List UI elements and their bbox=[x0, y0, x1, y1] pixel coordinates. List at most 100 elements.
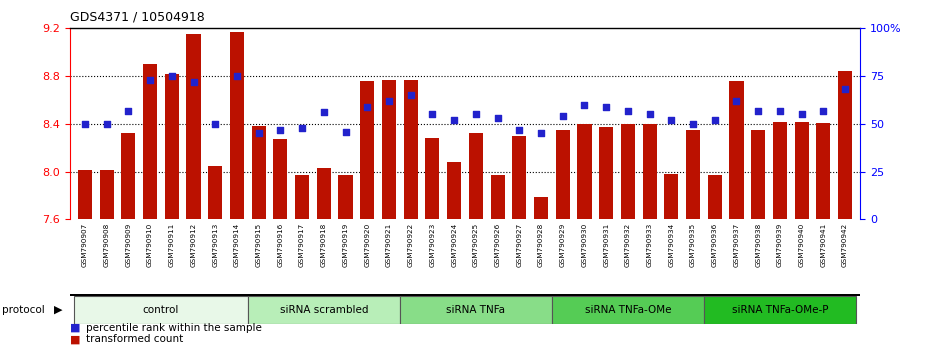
Text: GSM790928: GSM790928 bbox=[538, 223, 544, 268]
Bar bbox=[729, 81, 743, 219]
Text: siRNA scrambled: siRNA scrambled bbox=[280, 305, 368, 315]
Point bbox=[142, 77, 157, 83]
Bar bbox=[165, 74, 179, 219]
Point bbox=[512, 127, 526, 132]
Text: GSM790939: GSM790939 bbox=[777, 223, 783, 268]
Point bbox=[642, 112, 657, 117]
Text: GSM790920: GSM790920 bbox=[365, 223, 370, 268]
Point bbox=[599, 104, 614, 109]
Point bbox=[729, 98, 744, 104]
Text: GSM790919: GSM790919 bbox=[342, 223, 349, 268]
Point bbox=[838, 87, 853, 92]
Bar bbox=[469, 133, 483, 219]
Text: GSM790907: GSM790907 bbox=[82, 223, 88, 268]
Bar bbox=[360, 81, 375, 219]
Point bbox=[577, 102, 591, 108]
Point bbox=[664, 117, 679, 123]
Point bbox=[751, 108, 765, 113]
Point bbox=[316, 110, 331, 115]
Bar bbox=[708, 175, 722, 219]
Text: siRNA TNFa-OMe-P: siRNA TNFa-OMe-P bbox=[732, 305, 828, 315]
Bar bbox=[187, 34, 201, 219]
Text: GSM790922: GSM790922 bbox=[407, 223, 414, 268]
Text: GSM790931: GSM790931 bbox=[604, 223, 609, 268]
Text: ■: ■ bbox=[70, 323, 80, 333]
Text: GSM790911: GSM790911 bbox=[169, 223, 175, 268]
Text: GSM790926: GSM790926 bbox=[495, 223, 500, 268]
Text: ■: ■ bbox=[70, 335, 80, 344]
Point bbox=[186, 79, 201, 85]
Point bbox=[273, 127, 288, 132]
Text: siRNA TNFa: siRNA TNFa bbox=[446, 305, 505, 315]
Text: GSM790932: GSM790932 bbox=[625, 223, 631, 268]
Bar bbox=[773, 121, 787, 219]
Bar bbox=[317, 168, 331, 219]
Bar bbox=[704, 296, 856, 324]
Bar bbox=[143, 64, 157, 219]
Text: GSM790909: GSM790909 bbox=[126, 223, 131, 268]
Point bbox=[381, 98, 396, 104]
Text: GSM790925: GSM790925 bbox=[472, 223, 479, 268]
Point bbox=[100, 121, 114, 127]
Text: GSM790913: GSM790913 bbox=[212, 223, 219, 268]
Point bbox=[425, 112, 440, 117]
Text: GSM790942: GSM790942 bbox=[842, 223, 848, 268]
Text: siRNA TNFa-OMe: siRNA TNFa-OMe bbox=[585, 305, 671, 315]
Point bbox=[685, 121, 700, 127]
Bar bbox=[404, 80, 418, 219]
Text: GSM790933: GSM790933 bbox=[646, 223, 653, 268]
Text: GSM790916: GSM790916 bbox=[277, 223, 284, 268]
Point bbox=[360, 104, 375, 109]
Bar bbox=[208, 166, 222, 219]
Point bbox=[404, 92, 418, 98]
Text: GSM790935: GSM790935 bbox=[690, 223, 696, 268]
Bar bbox=[534, 197, 548, 219]
Point bbox=[773, 108, 788, 113]
Point bbox=[77, 121, 92, 127]
Point bbox=[251, 131, 266, 136]
Point bbox=[121, 108, 136, 113]
Point bbox=[339, 129, 353, 135]
Text: transformed count: transformed count bbox=[86, 335, 184, 344]
Bar bbox=[599, 127, 613, 219]
Text: GSM790914: GSM790914 bbox=[234, 223, 240, 268]
Point bbox=[534, 131, 549, 136]
Text: GDS4371 / 10504918: GDS4371 / 10504918 bbox=[70, 11, 205, 24]
Bar bbox=[490, 175, 505, 219]
Text: GSM790917: GSM790917 bbox=[299, 223, 305, 268]
Bar bbox=[400, 296, 551, 324]
Text: GSM790924: GSM790924 bbox=[451, 223, 458, 268]
Bar bbox=[74, 296, 247, 324]
Bar bbox=[664, 174, 678, 219]
Bar bbox=[817, 123, 830, 219]
Bar bbox=[247, 296, 400, 324]
Bar bbox=[78, 171, 92, 219]
Bar bbox=[643, 124, 657, 219]
Text: GSM790938: GSM790938 bbox=[755, 223, 761, 268]
Point bbox=[620, 108, 635, 113]
Bar bbox=[578, 124, 591, 219]
Point bbox=[446, 117, 461, 123]
Point bbox=[230, 73, 245, 79]
Text: ▶: ▶ bbox=[54, 305, 62, 315]
Point bbox=[708, 117, 723, 123]
Text: GSM790927: GSM790927 bbox=[516, 223, 523, 268]
Bar bbox=[100, 171, 113, 219]
Text: protocol: protocol bbox=[2, 305, 45, 315]
Text: GSM790937: GSM790937 bbox=[734, 223, 739, 268]
Point bbox=[555, 113, 570, 119]
Text: GSM790910: GSM790910 bbox=[147, 223, 153, 268]
Bar bbox=[339, 175, 352, 219]
Text: GSM790941: GSM790941 bbox=[820, 223, 827, 268]
Bar bbox=[273, 139, 287, 219]
Text: GSM790934: GSM790934 bbox=[669, 223, 674, 268]
Text: GSM790918: GSM790918 bbox=[321, 223, 326, 268]
Bar bbox=[621, 124, 635, 219]
Bar bbox=[686, 130, 700, 219]
Bar bbox=[794, 121, 809, 219]
Point bbox=[295, 125, 310, 131]
Bar bbox=[838, 71, 852, 219]
Point bbox=[469, 112, 484, 117]
Bar bbox=[425, 138, 440, 219]
Bar bbox=[230, 32, 244, 219]
